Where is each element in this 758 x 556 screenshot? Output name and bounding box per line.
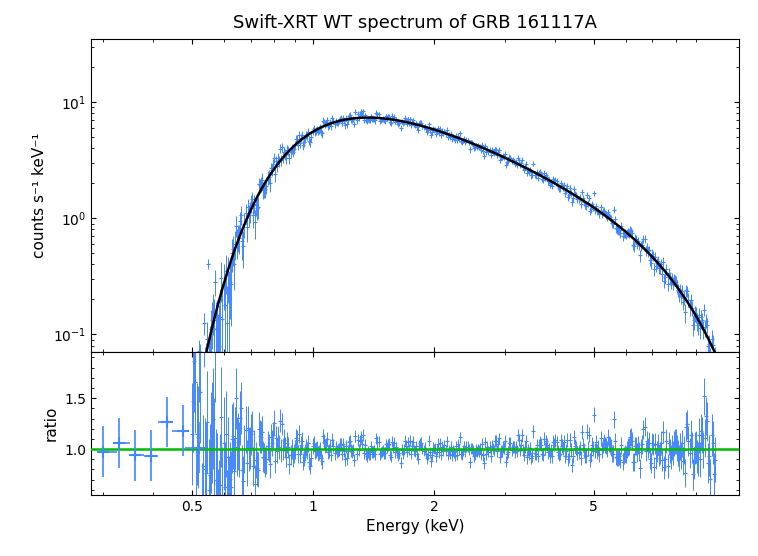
Title: Swift-XRT WT spectrum of GRB 161117A: Swift-XRT WT spectrum of GRB 161117A [233, 14, 597, 32]
Y-axis label: ratio: ratio [43, 406, 58, 441]
X-axis label: Energy (keV): Energy (keV) [366, 519, 464, 534]
Y-axis label: counts s⁻¹ keV⁻¹: counts s⁻¹ keV⁻¹ [33, 133, 47, 259]
